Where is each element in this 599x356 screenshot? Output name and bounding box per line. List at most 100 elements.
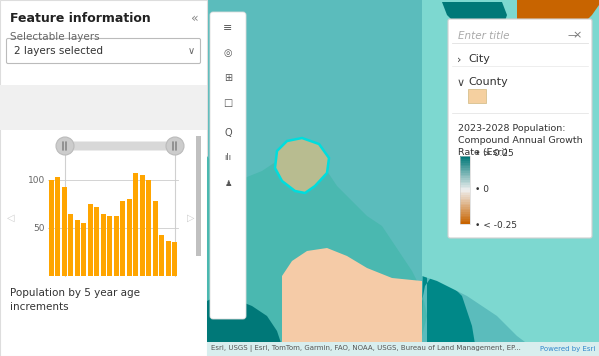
Bar — [207, 342, 599, 356]
Bar — [460, 195, 470, 197]
Polygon shape — [442, 2, 507, 45]
Text: 50: 50 — [34, 224, 45, 232]
Bar — [460, 210, 470, 212]
Bar — [460, 161, 470, 163]
Bar — [460, 191, 470, 193]
Text: ∨: ∨ — [457, 78, 465, 88]
Text: Selectable layers: Selectable layers — [10, 32, 99, 42]
Bar — [55, 177, 60, 276]
Text: ▷: ▷ — [187, 213, 195, 223]
Bar — [460, 196, 470, 199]
FancyBboxPatch shape — [448, 19, 592, 238]
Polygon shape — [422, 0, 599, 351]
Bar — [460, 188, 470, 190]
Text: • < -0.25: • < -0.25 — [475, 221, 517, 230]
Text: □: □ — [223, 98, 232, 108]
Text: ≡: ≡ — [223, 23, 232, 33]
Polygon shape — [207, 296, 282, 356]
Polygon shape — [282, 248, 422, 356]
Bar — [94, 207, 99, 276]
Bar — [460, 174, 470, 177]
Bar — [460, 198, 470, 200]
Bar — [460, 186, 470, 188]
Bar — [460, 156, 470, 224]
Bar — [460, 159, 470, 161]
Bar — [460, 203, 470, 205]
Bar — [0, 85, 207, 130]
FancyBboxPatch shape — [210, 12, 246, 319]
Bar — [468, 89, 486, 103]
Bar — [127, 199, 132, 276]
Text: ♟: ♟ — [224, 178, 232, 188]
Bar — [460, 201, 470, 204]
Polygon shape — [422, 0, 477, 356]
Bar — [460, 217, 470, 219]
Bar — [460, 162, 470, 164]
Bar — [460, 164, 470, 166]
Bar — [120, 201, 125, 276]
Bar — [114, 216, 119, 276]
Bar — [460, 171, 470, 173]
Text: ×: × — [573, 30, 582, 40]
Text: ›: › — [457, 55, 461, 65]
Circle shape — [166, 137, 184, 155]
Bar — [460, 179, 470, 182]
Text: ◁: ◁ — [7, 213, 14, 223]
Bar — [81, 223, 86, 276]
Text: • 0: • 0 — [475, 185, 489, 194]
Bar — [460, 205, 470, 207]
Text: ⊞: ⊞ — [224, 73, 232, 83]
Text: 100: 100 — [28, 176, 45, 185]
Text: Enter title: Enter title — [458, 31, 510, 41]
Bar — [460, 200, 470, 202]
Bar — [460, 189, 470, 192]
Bar — [460, 215, 470, 217]
Bar — [460, 220, 470, 222]
Bar — [460, 156, 470, 158]
FancyBboxPatch shape — [63, 141, 177, 151]
Text: City: City — [468, 54, 490, 64]
Bar — [460, 166, 470, 168]
Text: «: « — [191, 12, 199, 25]
Bar — [207, 0, 599, 356]
Bar — [196, 136, 201, 256]
Bar — [460, 184, 470, 187]
Bar — [173, 242, 177, 276]
Text: • > 0.25: • > 0.25 — [475, 150, 514, 158]
Text: 2023-2028 Population:
Compound Annual Growth
Rate (Esri): 2023-2028 Population: Compound Annual Gr… — [458, 124, 583, 157]
Bar — [68, 214, 73, 276]
Polygon shape — [207, 0, 427, 351]
Bar — [460, 222, 470, 224]
Text: 2 layers selected: 2 layers selected — [14, 46, 103, 56]
Bar — [62, 187, 66, 276]
Bar — [460, 193, 470, 195]
Text: ∨: ∨ — [188, 46, 195, 56]
Bar — [87, 204, 93, 276]
Bar — [460, 169, 470, 171]
Text: Feature information: Feature information — [10, 12, 151, 25]
Text: —: — — [568, 30, 578, 40]
Bar — [146, 180, 152, 276]
Bar — [75, 220, 80, 276]
Text: ◎: ◎ — [224, 48, 232, 58]
Bar — [460, 176, 470, 178]
Bar — [133, 173, 138, 276]
Text: Population by 5 year age
increments: Population by 5 year age increments — [10, 288, 140, 312]
Bar — [460, 208, 470, 210]
Bar — [159, 235, 164, 276]
Bar — [460, 157, 470, 159]
Bar — [460, 167, 470, 169]
Bar — [166, 241, 171, 276]
Bar — [460, 181, 470, 183]
Bar — [460, 178, 470, 180]
Text: ılı: ılı — [225, 153, 232, 162]
Bar — [101, 214, 106, 276]
Text: County: County — [468, 77, 508, 87]
Bar — [460, 183, 470, 185]
Bar — [107, 216, 112, 276]
Text: Q: Q — [224, 128, 232, 138]
Bar — [140, 176, 145, 276]
Polygon shape — [275, 138, 329, 193]
Bar — [153, 201, 158, 276]
Text: Esri, USGS | Esri, TomTom, Garmin, FAO, NOAA, USGS, Bureau of Land Management, E: Esri, USGS | Esri, TomTom, Garmin, FAO, … — [211, 346, 521, 352]
